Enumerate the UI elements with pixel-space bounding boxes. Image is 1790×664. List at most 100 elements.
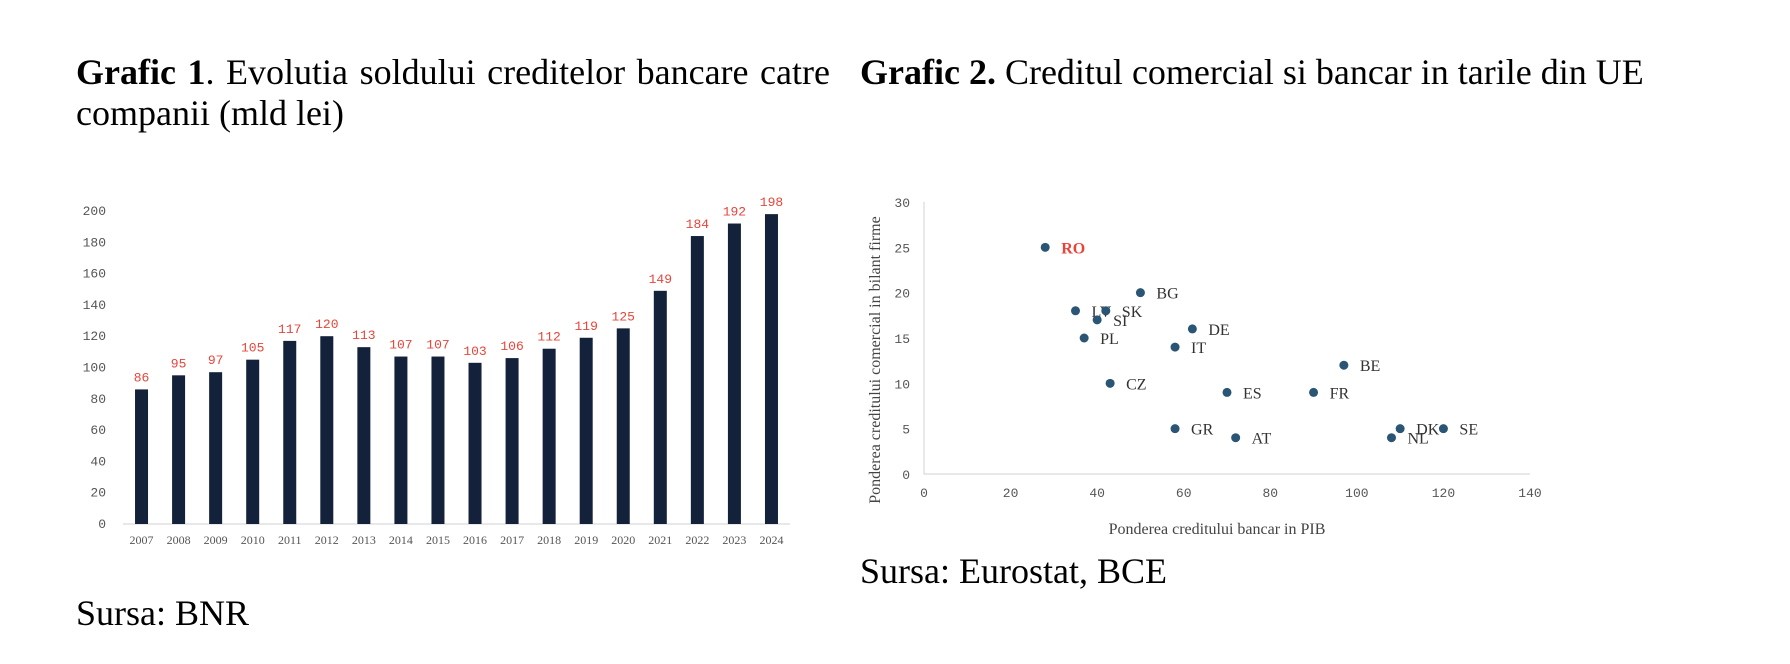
y-tick-label: 0 (902, 468, 910, 483)
bar (616, 328, 630, 524)
scatter-point (1071, 306, 1080, 316)
point-label: ES (1243, 385, 1262, 402)
point-label: BE (1360, 358, 1380, 375)
x-tick-label: 0 (920, 486, 928, 501)
bar-value-label: 107 (426, 338, 449, 353)
bar-value-label: 97 (208, 353, 224, 368)
bar (246, 359, 260, 524)
x-tick-label: 2008 (167, 533, 191, 547)
point-label: SK (1122, 304, 1143, 321)
x-tick-label: 120 (1432, 486, 1455, 501)
x-tick-label: 80 (1262, 486, 1278, 501)
y-tick-label: 80 (90, 392, 106, 407)
y-tick-label: 200 (83, 204, 106, 219)
y-tick-label: 120 (83, 329, 106, 344)
x-tick-label: 2020 (611, 533, 635, 547)
point-label: CZ (1126, 376, 1146, 393)
chart1-title-bold: Grafic 1 (76, 52, 206, 92)
point-label: DE (1208, 322, 1229, 339)
bar (320, 336, 334, 524)
x-tick-label: 2021 (648, 533, 672, 547)
scatter-point (1222, 387, 1232, 397)
y-tick-label: 5 (902, 423, 910, 438)
x-tick-label: 40 (1089, 486, 1105, 501)
x-tick-label: 2015 (426, 533, 450, 547)
scatter-point (1105, 378, 1115, 388)
x-tick-label: 2023 (722, 533, 746, 547)
point-label: BG (1156, 286, 1179, 303)
y-tick-label: 160 (83, 267, 106, 282)
bar-value-label: 86 (134, 370, 150, 385)
scatter-point (1339, 360, 1349, 370)
scatter-point (1386, 433, 1396, 443)
scatter-point (1092, 315, 1102, 325)
scatter-point (1187, 324, 1197, 334)
scatter-point (1040, 242, 1050, 252)
x-tick-label: 2018 (537, 533, 561, 547)
x-tick-label: 2012 (315, 533, 339, 547)
x-tick-label: 2010 (241, 533, 265, 547)
y-tick-label: 60 (90, 423, 106, 438)
y-tick-label: 100 (83, 361, 106, 376)
bar-value-label: 106 (500, 339, 523, 354)
bar-value-label: 149 (649, 272, 672, 287)
x-tick-label: 2007 (130, 533, 154, 547)
x-tick-label: 2011 (278, 533, 302, 547)
chart2-source: Sursa: Eurostat, BCE (860, 551, 1167, 591)
bar-value-label: 119 (574, 319, 597, 334)
bar (394, 356, 408, 524)
bar (431, 356, 445, 524)
bar (505, 358, 519, 524)
bar-value-label: 95 (171, 356, 187, 371)
scatter-point (1438, 424, 1448, 434)
scatter-point (1135, 288, 1145, 298)
bar-chart: 0 20 40 60 80 100 120 140 160 180 200 86 2007 95 2008 9… (83, 195, 790, 547)
x-tick-label: 2013 (352, 533, 376, 547)
y-tick-label: 25 (894, 241, 910, 256)
bar-value-label: 107 (389, 338, 412, 353)
scatter-point (1231, 433, 1241, 443)
bar (653, 290, 667, 524)
x-tick-label: 2024 (759, 533, 783, 547)
scatter-point (1309, 387, 1319, 397)
y-tick-label: 20 (90, 486, 106, 501)
point-label: FR (1330, 385, 1350, 402)
y-tick-label: 10 (894, 377, 910, 392)
x-tick-label: 20 (1003, 486, 1019, 501)
bar (727, 223, 741, 524)
y-tick-label: 20 (894, 287, 910, 302)
x-tick-label: 2009 (204, 533, 228, 547)
bar (172, 375, 186, 524)
bar (209, 372, 223, 524)
chart2-title: Grafic 2. Creditul comercial si bancar i… (860, 52, 1685, 93)
scatter-point (1170, 424, 1180, 434)
x-tick-label: 2022 (685, 533, 709, 547)
y-axis-title: Ponderea creditului comercial in bilant … (867, 216, 884, 503)
point-label: SE (1459, 422, 1478, 439)
bar-value-label: 125 (612, 309, 635, 324)
bar-value-label: 105 (241, 341, 264, 356)
point-label: AT (1252, 431, 1272, 448)
bar (357, 347, 371, 524)
x-tick-label: 60 (1176, 486, 1192, 501)
chart2-title-bold: Grafic 2. (860, 52, 996, 92)
scatter-point (1395, 424, 1405, 434)
bar (135, 389, 149, 524)
point-label: RO (1061, 240, 1085, 257)
y-tick-label: 40 (90, 454, 106, 469)
y-tick-label: 15 (894, 332, 910, 347)
y-tick-label: 0 (98, 517, 106, 532)
point-label: PL (1100, 331, 1119, 348)
chart1-title: Grafic 1. Evolutia soldului creditelor b… (76, 52, 830, 134)
bar-value-label: 112 (537, 330, 560, 345)
x-tick-label: 2014 (389, 533, 413, 547)
bar-value-label: 113 (352, 328, 375, 343)
bar (764, 214, 778, 524)
x-tick-label: 2017 (500, 533, 524, 547)
chart2-title-rest: Creditul comercial si bancar in tarile d… (995, 52, 1644, 92)
bar-value-label: 192 (723, 205, 746, 220)
bar-value-label: 120 (315, 317, 338, 332)
point-label: NL (1407, 431, 1428, 448)
scatter-point (1170, 342, 1180, 352)
point-label: DK (1416, 422, 1440, 439)
